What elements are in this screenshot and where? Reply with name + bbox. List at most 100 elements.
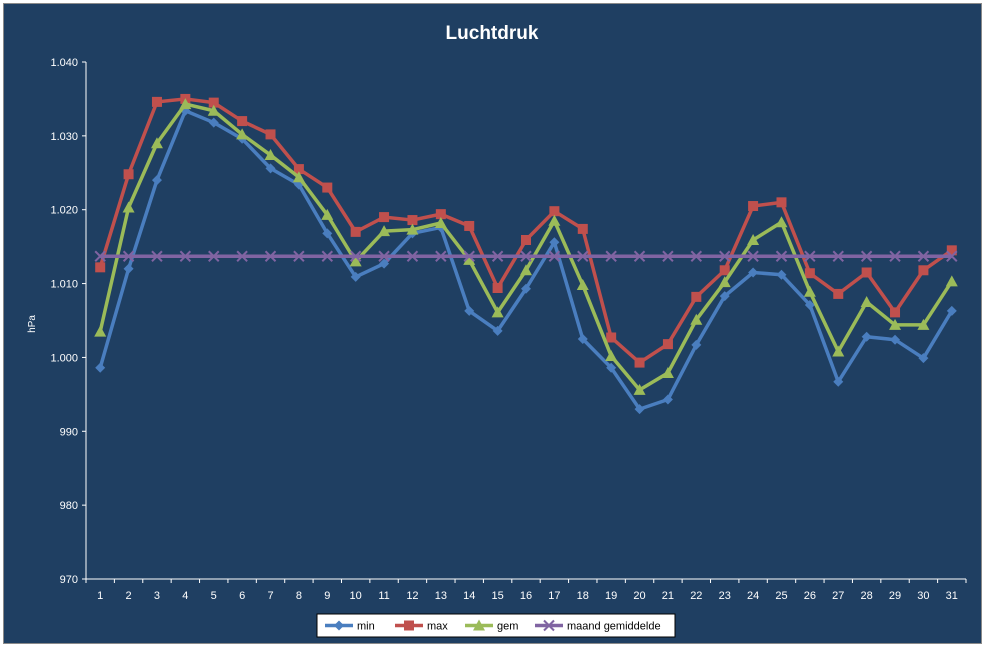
data-point: [435, 209, 446, 220]
data-point: [748, 201, 759, 212]
x-tick-label: 18: [577, 590, 589, 602]
data-point: [208, 117, 219, 128]
data-point: [179, 250, 192, 262]
x-tick-label: 3: [154, 590, 160, 602]
data-point: [861, 267, 872, 278]
data-point: [691, 339, 702, 350]
data-point: [349, 255, 362, 267]
data-point: [605, 250, 617, 262]
x-tick-label: 9: [324, 590, 330, 602]
data-point: [322, 228, 333, 239]
data-point: [719, 265, 730, 276]
data-point: [208, 97, 219, 108]
data-point: [151, 175, 162, 186]
legend-marker: [543, 619, 555, 632]
x-tick-label: 13: [435, 590, 447, 602]
data-point: [321, 208, 334, 220]
data-point: [718, 276, 731, 288]
x-tick-label: 2: [126, 590, 132, 602]
data-point: [577, 333, 588, 344]
data-point: [662, 339, 673, 350]
data-point: [548, 250, 561, 262]
x-tick-label: 20: [633, 590, 645, 602]
data-point: [775, 250, 788, 262]
chart-area: Luchtdruk hPa 970 980 990 1.000 1.010 1.020 1.…: [3, 3, 982, 644]
legend-marker: [473, 619, 485, 631]
legend: min max gem maand gemiddelde: [316, 613, 676, 638]
x-tick-label: 24: [747, 590, 759, 602]
data-point: [151, 250, 163, 262]
legend-box: [316, 613, 676, 638]
x-tick-label: 27: [832, 590, 844, 602]
data-point: [464, 220, 475, 231]
data-point: [945, 275, 958, 287]
legend-label: gem: [497, 621, 518, 633]
x-tick-label: 28: [861, 590, 873, 602]
series-gem: [94, 98, 958, 395]
data-point: [633, 383, 646, 395]
series-min: [95, 105, 957, 415]
data-point: [747, 250, 759, 262]
data-point: [776, 197, 787, 208]
data-point: [946, 305, 957, 316]
x-tick-label: 19: [605, 590, 617, 602]
data-point: [606, 362, 617, 373]
data-point: [890, 334, 901, 345]
data-point: [804, 250, 816, 262]
data-point: [577, 250, 589, 262]
y-tick-label: 970: [60, 574, 78, 586]
x-tick-label: 29: [889, 590, 901, 602]
x-tick-label: 11: [378, 590, 389, 602]
x-tick-label: 15: [491, 590, 503, 602]
data-point: [95, 362, 106, 373]
data-point: [463, 253, 476, 265]
data-point: [633, 250, 646, 262]
data-point: [407, 215, 418, 226]
data-point: [491, 250, 504, 262]
data-point: [775, 216, 788, 228]
data-point: [492, 283, 503, 294]
x-tick-label: 6: [239, 590, 245, 602]
y-tick-label: 1.000: [50, 352, 78, 364]
data-point: [661, 366, 674, 378]
data-point: [803, 285, 816, 297]
x-tick-label: 14: [463, 590, 475, 602]
legend-item: min: [325, 620, 375, 633]
x-axis-ticks: 1 2 3 4 5 6 7 8 9 10 11 12 13 14 15 16 17 18 19 20 21 22 23 24 2…: [85, 579, 967, 602]
data-point: [378, 250, 390, 262]
x-tick-label: 21: [662, 590, 674, 602]
data-point: [634, 404, 645, 415]
y-tick-label: 990: [60, 426, 78, 438]
data-point: [832, 345, 845, 357]
data-point: [946, 250, 958, 262]
data-point: [122, 250, 135, 262]
data-point: [321, 250, 333, 262]
data-point: [606, 332, 617, 343]
data-point: [577, 223, 588, 234]
data-point: [379, 258, 390, 269]
data-point: [804, 268, 815, 279]
data-point: [690, 250, 703, 262]
y-tick-label: 980: [60, 500, 78, 512]
x-tick-label: 23: [719, 590, 731, 602]
data-point: [265, 163, 276, 174]
data-point: [265, 129, 276, 140]
series-layer: [94, 93, 958, 415]
chart-title: Luchtdruk: [446, 23, 539, 44]
x-tick-label: 16: [520, 590, 532, 602]
data-point: [406, 250, 419, 262]
legend-label: min: [357, 621, 375, 633]
x-tick-label: 17: [548, 590, 560, 602]
y-tick-label: 1.020: [50, 205, 78, 217]
legend-marker: [404, 620, 414, 631]
data-point: [463, 250, 475, 262]
data-point: [748, 267, 759, 278]
data-point: [123, 169, 134, 180]
data-point: [349, 250, 362, 262]
data-point: [150, 137, 163, 149]
data-point: [662, 394, 673, 405]
data-point: [833, 288, 844, 299]
data-point: [208, 250, 220, 262]
data-point: [237, 116, 248, 127]
data-point: [918, 353, 929, 364]
